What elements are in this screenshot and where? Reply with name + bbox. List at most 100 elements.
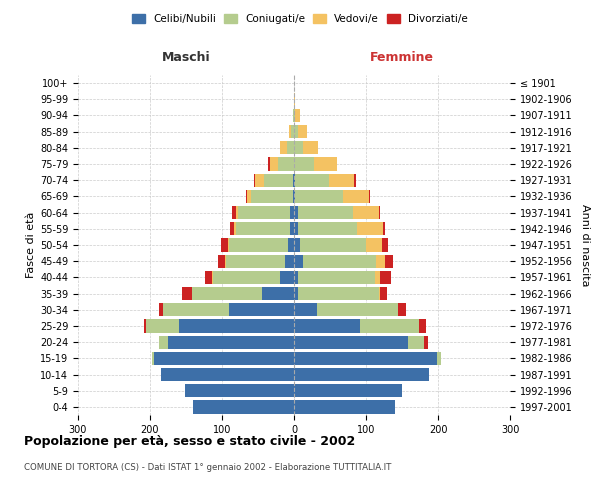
Bar [294, 254, 385, 268]
Y-axis label: Fasce di età: Fasce di età [26, 212, 36, 278]
Bar [280, 141, 294, 154]
Bar [294, 238, 366, 252]
Bar [294, 206, 379, 220]
Bar [160, 336, 294, 349]
Bar [294, 254, 376, 268]
Bar [294, 109, 300, 122]
Bar [294, 336, 408, 349]
Bar [193, 287, 294, 300]
Bar [294, 303, 406, 316]
Bar [294, 320, 426, 332]
Bar [185, 384, 294, 398]
Bar [293, 174, 294, 187]
Bar [294, 92, 295, 106]
Bar [152, 352, 294, 365]
Bar [161, 368, 294, 381]
Bar [294, 238, 382, 252]
Bar [146, 320, 294, 332]
Bar [226, 254, 294, 268]
Bar [280, 141, 294, 154]
Bar [294, 320, 360, 332]
Bar [290, 222, 294, 235]
Bar [294, 368, 430, 381]
Bar [143, 320, 294, 332]
Bar [269, 158, 294, 170]
Bar [294, 190, 369, 203]
Bar [161, 368, 294, 381]
Bar [294, 352, 441, 365]
Bar [293, 109, 294, 122]
Bar [229, 303, 294, 316]
Bar [294, 238, 300, 252]
Bar [290, 206, 294, 220]
Bar [294, 174, 356, 187]
Bar [254, 174, 294, 187]
Bar [161, 368, 294, 381]
Bar [294, 254, 302, 268]
Bar [294, 270, 391, 284]
Bar [294, 158, 314, 170]
Bar [238, 206, 294, 220]
Bar [286, 254, 294, 268]
Bar [230, 222, 294, 235]
Bar [287, 141, 294, 154]
Bar [294, 125, 307, 138]
Text: Femmine: Femmine [370, 50, 434, 64]
Text: Popolazione per età, sesso e stato civile - 2002: Popolazione per età, sesso e stato civil… [24, 435, 355, 448]
Bar [289, 125, 294, 138]
Bar [294, 222, 298, 235]
Bar [262, 287, 294, 300]
Bar [294, 400, 395, 413]
Bar [229, 238, 294, 252]
Bar [185, 384, 294, 398]
Bar [232, 206, 294, 220]
Bar [185, 384, 294, 398]
Bar [294, 303, 398, 316]
Bar [146, 320, 294, 332]
Bar [225, 254, 294, 268]
Bar [294, 141, 319, 154]
Bar [160, 336, 294, 349]
Bar [294, 109, 300, 122]
Bar [294, 125, 298, 138]
Bar [288, 238, 294, 252]
Bar [236, 206, 294, 220]
Bar [294, 384, 402, 398]
Bar [294, 384, 402, 398]
Bar [228, 238, 294, 252]
Bar [152, 352, 294, 365]
Bar [193, 287, 294, 300]
Bar [182, 287, 294, 300]
Bar [246, 190, 294, 203]
Bar [294, 222, 358, 235]
Bar [294, 270, 298, 284]
Bar [294, 287, 387, 300]
Legend: Celibi/Nubili, Coniugati/e, Vedovi/e, Divorziati/e: Celibi/Nubili, Coniugati/e, Vedovi/e, Di… [128, 10, 472, 29]
Bar [185, 384, 294, 398]
Bar [212, 270, 294, 284]
Bar [294, 400, 395, 413]
Bar [255, 174, 294, 187]
Bar [294, 174, 329, 187]
Bar [294, 303, 398, 316]
Bar [163, 303, 294, 316]
Bar [294, 400, 395, 413]
Bar [294, 368, 430, 381]
Bar [291, 125, 294, 138]
Bar [294, 400, 395, 413]
Bar [179, 320, 294, 332]
Bar [294, 158, 337, 170]
Bar [294, 92, 295, 106]
Bar [158, 303, 294, 316]
Bar [161, 368, 294, 381]
Bar [294, 222, 385, 235]
Bar [214, 270, 294, 284]
Bar [294, 206, 380, 220]
Bar [278, 158, 294, 170]
Bar [234, 222, 294, 235]
Bar [294, 303, 317, 316]
Bar [294, 368, 430, 381]
Bar [218, 254, 294, 268]
Bar [294, 384, 402, 398]
Bar [294, 352, 437, 365]
